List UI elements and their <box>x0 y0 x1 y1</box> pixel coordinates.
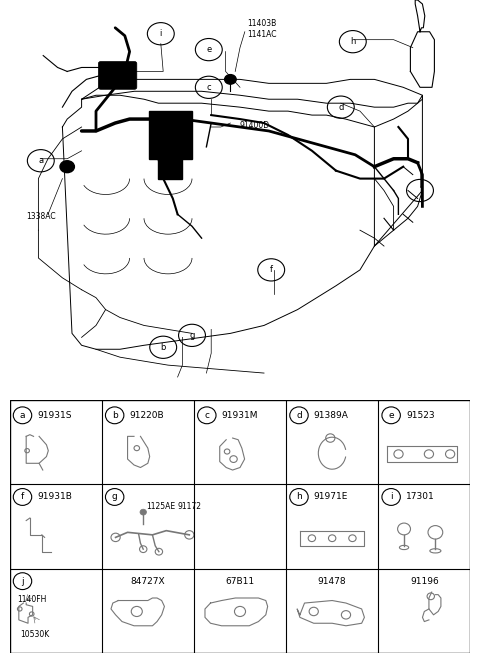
Text: j: j <box>21 577 24 586</box>
Text: a: a <box>38 156 43 165</box>
Circle shape <box>225 75 236 84</box>
Text: 17301: 17301 <box>406 493 434 501</box>
Text: e: e <box>388 411 394 420</box>
Text: 91931M: 91931M <box>222 411 258 420</box>
Text: 91196: 91196 <box>410 577 439 586</box>
Text: 10530K: 10530K <box>21 630 50 639</box>
Text: d: d <box>338 102 344 112</box>
Text: 91400D: 91400D <box>240 121 270 129</box>
Text: 91172: 91172 <box>177 502 201 511</box>
Text: 11403B: 11403B <box>247 18 276 28</box>
Text: d: d <box>296 411 302 420</box>
Bar <box>158 151 182 178</box>
Text: 91971E: 91971E <box>314 493 348 501</box>
Text: i: i <box>390 493 393 501</box>
Text: 67B11: 67B11 <box>226 577 254 586</box>
Text: 91389A: 91389A <box>314 411 348 420</box>
Text: h: h <box>350 37 356 46</box>
Text: 91220B: 91220B <box>130 411 164 420</box>
Text: h: h <box>296 493 302 501</box>
Text: f: f <box>270 266 273 274</box>
Text: 1140FH: 1140FH <box>17 595 47 604</box>
Text: f: f <box>21 493 24 501</box>
Text: c: c <box>204 411 209 420</box>
Text: 1125AE: 1125AE <box>146 502 175 511</box>
Text: e: e <box>206 45 211 54</box>
Text: g: g <box>189 331 195 340</box>
FancyBboxPatch shape <box>98 62 137 89</box>
Text: a: a <box>20 411 25 420</box>
Text: i: i <box>160 30 162 38</box>
Text: l: l <box>419 186 421 195</box>
Text: 91931S: 91931S <box>37 411 72 420</box>
Text: 91478: 91478 <box>318 577 347 586</box>
Text: g: g <box>112 493 118 501</box>
Text: 84727X: 84727X <box>131 577 165 586</box>
Text: 91931B: 91931B <box>37 493 72 501</box>
Text: 1141AC: 1141AC <box>247 30 276 39</box>
Text: b: b <box>112 411 118 420</box>
Text: c: c <box>206 83 211 92</box>
Circle shape <box>140 509 146 515</box>
Text: 91523: 91523 <box>406 411 434 420</box>
Bar <box>149 111 192 159</box>
Circle shape <box>60 161 74 173</box>
Text: b: b <box>160 343 166 352</box>
Text: 1338AC: 1338AC <box>26 212 56 221</box>
